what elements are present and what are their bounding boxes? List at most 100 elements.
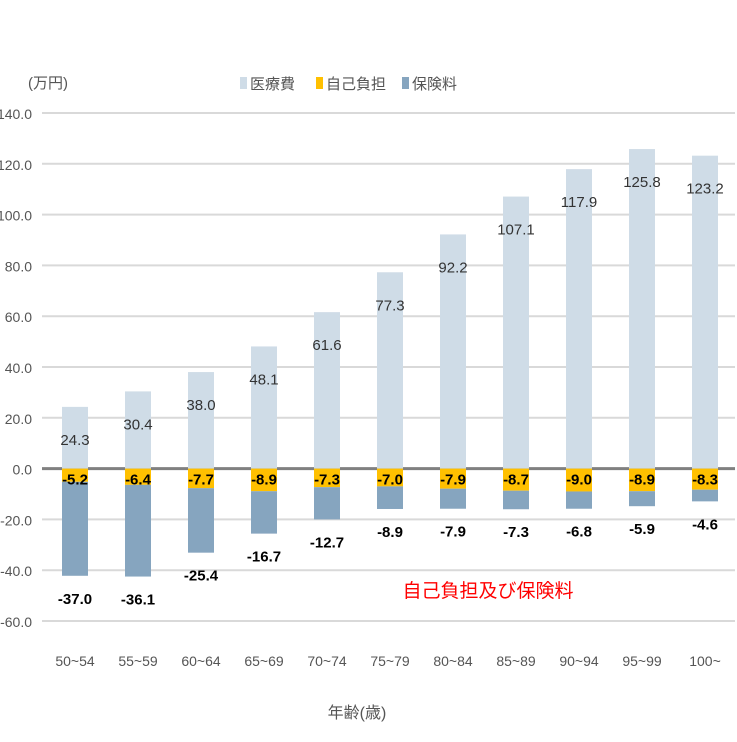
bar-medical [377,272,403,469]
x-tick-label: 65~69 [244,653,284,669]
bar-copay [440,468,466,489]
bar-medical [629,149,655,469]
y-tick-label: -60.0 [0,614,32,630]
bar-premium [566,491,592,509]
bar-copay [188,468,214,489]
label-copay: -7.7 [188,472,214,489]
bar-copay [692,468,718,490]
label-premium: -12.7 [310,534,344,551]
x-tick-label: 95~99 [622,653,662,669]
y-tick-label: -40.0 [0,563,32,579]
label-medical: 30.4 [123,416,152,433]
y-tick-label: 100.0 [0,208,32,224]
y-tick-label: 120.0 [0,157,32,173]
legend-label-premium: 保険料 [412,76,457,93]
bar-medical [251,346,277,469]
label-premium: -25.4 [184,568,219,585]
bar-copay [566,468,592,492]
bar-premium [125,484,151,577]
x-tick-label: 75~79 [370,653,410,669]
bar-copay [314,468,340,488]
x-tick-label: 100~ [689,653,721,669]
legend-label-medical: 医療費 [250,76,295,93]
y-tick-label: 20.0 [5,411,32,427]
label-premium: -5.9 [629,521,655,538]
bar-premium [188,488,214,553]
legend: 医療費 自己負担 保険料 [240,76,457,93]
label-copay: -8.7 [503,472,529,489]
label-medical: 125.8 [623,174,661,191]
bar-copay [377,468,403,487]
bar-premium [251,491,277,534]
y-tick-label: 40.0 [5,360,32,376]
label-copay: -8.3 [692,472,718,489]
bar-medical [314,312,340,469]
bar-premium [62,481,88,576]
x-tick-labels: 50~54 55~59 60~64 65~69 70~74 75~79 80~84 85~89… [55,653,720,669]
label-premium: -6.8 [566,524,592,541]
y-tick-label: 0.0 [13,462,33,478]
y-tick-label: -20.0 [0,512,32,528]
y-unit-label: (万円) [28,75,68,92]
bar-copay [62,468,88,482]
bar-medical [62,406,88,469]
label-copay: -8.9 [251,472,277,489]
label-medical: 92.2 [438,259,467,276]
label-medical: 107.1 [497,222,535,239]
y-tick-label: 140.0 [0,106,32,122]
bar-premium [314,487,340,520]
label-premium: -7.9 [440,524,466,541]
legend-swatch-medical [240,77,247,89]
legend-swatch-premium [402,77,409,89]
bar-premium [692,489,718,502]
y-tick-label: 80.0 [5,258,32,274]
legend-label-copay: 自己負担 [326,76,386,93]
label-medical: 48.1 [249,371,278,388]
bar-copay [629,468,655,492]
label-premium: -16.7 [247,549,281,566]
label-medical: 123.2 [686,181,724,198]
x-tick-label: 70~74 [307,653,347,669]
bar-medical [503,196,529,469]
label-premium: -8.9 [377,524,403,541]
x-tick-label: 85~89 [496,653,536,669]
label-medical: 38.0 [186,397,215,414]
x-tick-label: 80~84 [433,653,473,669]
y-tick-labels: 140.0 120.0 100.0 80.0 60.0 40.0 20.0 0.0 -20.0 -… [0,106,32,630]
legend-swatch-copay [316,77,323,89]
label-premium: -4.6 [692,516,718,533]
bars [62,149,718,577]
x-axis-title: 年齢(歳) [328,704,387,722]
x-tick-label: 50~54 [55,653,95,669]
x-tick-label: 60~64 [181,653,221,669]
label-premium: -7.3 [503,524,529,541]
label-medical: 117.9 [561,194,597,211]
bar-premium [629,491,655,507]
label-premium: -37.0 [58,591,92,608]
bar-premium [377,486,403,509]
label-premium: -36.1 [121,592,155,609]
label-copay: -8.9 [629,472,655,489]
bar-medical [566,169,592,469]
data-labels: 24.3 -5.2 -37.0 30.4 -6.4 -36.1 38.0 -7.7 -25.4 4… [58,174,724,608]
label-copay: -7.3 [314,472,340,489]
annotation: 自己負担及び保険料 [402,580,573,602]
label-copay: -6.4 [125,472,152,489]
label-medical: 77.3 [375,297,404,314]
x-tick-label: 55~59 [118,653,158,669]
label-medical: 61.6 [312,337,341,354]
bar-copay [503,468,529,491]
label-copay: -7.9 [440,472,466,489]
bar-premium [503,490,529,510]
bar-medical [440,234,466,469]
label-copay: -5.2 [62,472,88,489]
bar-medical [125,391,151,469]
bar-copay [125,468,151,485]
label-medical: 24.3 [60,432,89,449]
label-copay: -9.0 [566,472,592,489]
bar-copay [251,468,277,492]
bar-medical [188,372,214,469]
y-tick-label: 60.0 [5,309,32,325]
x-tick-label: 90~94 [559,653,599,669]
